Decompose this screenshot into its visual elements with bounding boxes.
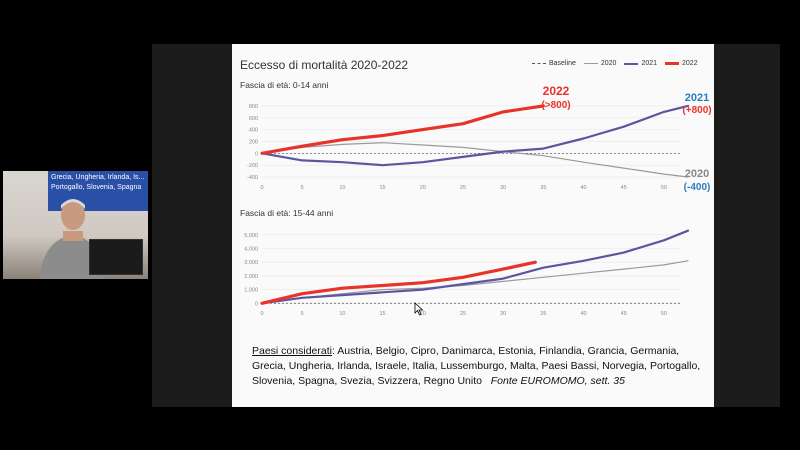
- x-tick-label: 10: [339, 185, 345, 191]
- y-tick-label: 400: [249, 128, 258, 134]
- webcam-feed: Grecia, Ungheria, Irlanda, Is... Portoga…: [3, 171, 148, 279]
- note-label: Paesi considerati: [252, 345, 332, 357]
- y-tick-label: -200: [247, 163, 258, 169]
- annotation-2021-year: 2021: [685, 92, 709, 104]
- x-tick-label: 20: [420, 311, 426, 317]
- x-tick-label: 5: [301, 185, 304, 191]
- x-tick-label: 30: [500, 311, 506, 317]
- series-line-2021-panel1: [260, 104, 690, 167]
- annotation-2020-year: 2020: [685, 168, 709, 180]
- y-tick-label: 4,000: [244, 247, 258, 253]
- speaker-figure: [39, 199, 105, 279]
- x-tick-label: 0: [260, 311, 263, 317]
- y-tick-label: 0: [255, 301, 258, 307]
- legend-2021: 2021: [624, 60, 657, 67]
- x-tick-label: 10: [339, 311, 345, 317]
- series-line-2021-panel2: [260, 229, 690, 305]
- legend-baseline: Baseline: [532, 60, 576, 67]
- y-tick-label: 2,000: [244, 274, 258, 280]
- legend-2020: 2020: [583, 60, 616, 67]
- slide: Eccesso di mortalità 2020-2022 Baseline …: [232, 44, 714, 407]
- x-tick-label: 40: [580, 311, 586, 317]
- panel2-label: Fascia di età: 15-44 anni: [240, 208, 334, 218]
- mouse-cursor: [414, 302, 424, 316]
- note-text: : Austria, Belgio, Cipro, Danimarca, Est…: [252, 345, 701, 387]
- x-tick-label: 35: [540, 311, 546, 317]
- x-tick-label: 50: [661, 185, 667, 191]
- x-tick-label: 45: [621, 185, 627, 191]
- y-tick-label: 600: [249, 116, 258, 122]
- y-tick-label: 200: [249, 139, 258, 145]
- x-tick-label: 20: [420, 185, 426, 191]
- y-tick-label: 0: [255, 151, 258, 157]
- panel1-label: Fascia di età: 0-14 anni: [240, 80, 329, 90]
- x-tick-label: 0: [260, 185, 263, 191]
- y-tick-label: 1,000: [244, 288, 258, 294]
- y-tick-label: 5,000: [244, 233, 258, 239]
- x-tick-label: 25: [460, 311, 466, 317]
- annotation-2022-value: (>800): [541, 100, 570, 111]
- x-tick-label: 25: [460, 185, 466, 191]
- x-tick-label: 15: [380, 311, 386, 317]
- x-tick-label: 40: [580, 185, 586, 191]
- x-tick-label: 45: [621, 311, 627, 317]
- annotation-2021-value: (+800): [682, 105, 711, 116]
- y-tick-label: -400: [247, 175, 258, 181]
- x-tick-label: 50: [661, 311, 667, 317]
- source-text: Fonte EUROMOMO, sett. 35: [490, 375, 625, 387]
- y-tick-label: 3,000: [244, 260, 258, 266]
- series-line-2022-panel1: [260, 104, 545, 155]
- legend-2022: 2022: [665, 60, 698, 67]
- x-tick-label: 5: [301, 311, 304, 317]
- series-line-2020-panel2: [261, 260, 689, 304]
- series-line-2020-panel1: [261, 142, 689, 178]
- annotation-2020-value: (-400): [684, 182, 711, 193]
- x-tick-label: 30: [500, 185, 506, 191]
- y-tick-label: 800: [249, 104, 258, 110]
- countries-note: Paesi considerati: Austria, Belgio, Cipr…: [252, 344, 712, 389]
- chart-legend: Baseline 2020 2021 2022: [532, 60, 698, 67]
- x-tick-label: 15: [380, 185, 386, 191]
- series-line-2022-panel2: [260, 260, 537, 305]
- slide-title: Eccesso di mortalità 2020-2022: [240, 58, 409, 72]
- annotation-2022-year: 2022: [543, 84, 570, 98]
- x-tick-label: 35: [540, 185, 546, 191]
- laptop: [89, 239, 143, 275]
